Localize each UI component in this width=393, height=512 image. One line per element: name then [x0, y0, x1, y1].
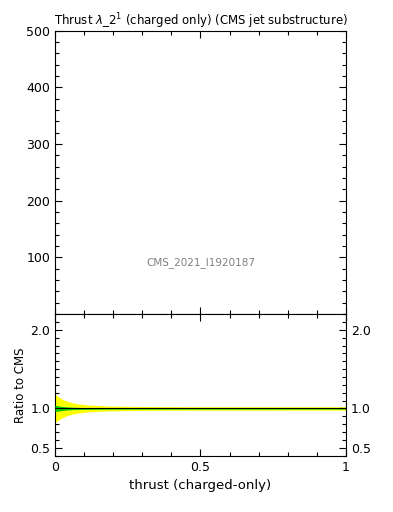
Text: CMS_2021_I1920187: CMS_2021_I1920187 [146, 258, 255, 268]
Title: Thrust $\lambda\_2^1$ (charged only) (CMS jet substructure): Thrust $\lambda\_2^1$ (charged only) (CM… [53, 11, 347, 31]
Y-axis label: Ratio to CMS: Ratio to CMS [15, 347, 28, 422]
X-axis label: thrust (charged-only): thrust (charged-only) [129, 479, 272, 492]
